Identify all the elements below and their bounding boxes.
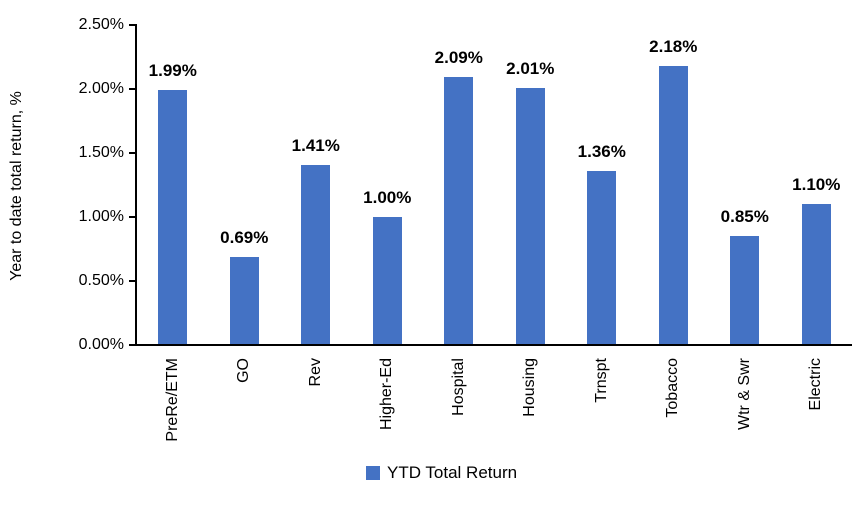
x-category-label: Tobacco	[664, 358, 682, 418]
y-tick-mark	[129, 24, 136, 26]
bar-value-label: 1.41%	[291, 135, 340, 155]
bar-value-label: 1.10%	[792, 175, 841, 195]
bar-Higher-Ed	[372, 217, 402, 346]
x-category-label: Higher-Ed	[378, 358, 396, 431]
y-tick-label: 1.50%	[78, 144, 124, 161]
y-tick-label: 1.00%	[78, 208, 124, 225]
y-tick-label: 0.00%	[78, 336, 124, 353]
y-axis-line	[135, 24, 137, 346]
y-tick-mark	[129, 88, 136, 90]
bar-Housing	[515, 87, 545, 346]
bar-Hospital	[444, 77, 474, 346]
x-category-label: Hospital	[449, 358, 467, 416]
bar-value-label: 1.36%	[577, 141, 626, 161]
bar-Tobacco	[658, 65, 688, 346]
y-tick-label: 0.50%	[78, 272, 124, 289]
x-category-label: Rev	[306, 358, 324, 387]
bar-value-label: 0.69%	[220, 227, 269, 247]
bar-value-label: 1.00%	[363, 188, 412, 207]
x-category-label: Wtr & Swr	[735, 358, 753, 430]
x-category-label: GO	[235, 358, 253, 383]
x-axis-line	[129, 344, 852, 346]
bar-GO	[229, 256, 259, 346]
bar-value-label: 2.18%	[649, 36, 698, 56]
bar-Wtr & Swr	[730, 236, 760, 346]
bar-value-label: 2.01%	[506, 58, 555, 78]
bar-PreRe/ETM	[158, 90, 188, 346]
legend-label: YTD Total Return	[387, 463, 518, 482]
x-category-label: Electric	[807, 358, 825, 411]
bar-Electric	[801, 204, 831, 346]
x-category-label: Housing	[521, 358, 539, 417]
bar-Rev	[301, 164, 331, 346]
bar-Trnspt	[587, 170, 617, 346]
bar-value-label: 0.85%	[720, 207, 769, 227]
y-tick-label: 2.00%	[78, 80, 124, 97]
x-category-label: Trnspt	[592, 358, 610, 403]
y-tick-mark	[129, 152, 136, 154]
legend-swatch-icon	[366, 466, 380, 480]
legend: YTD Total Return	[366, 463, 517, 483]
y-tick-label: 2.50%	[78, 16, 124, 33]
x-category-label: PreRe/ETM	[163, 358, 181, 442]
bar-value-label: 1.99%	[148, 61, 197, 81]
y-tick-mark	[129, 216, 136, 218]
y-tick-mark	[129, 280, 136, 282]
bar-value-label: 2.09%	[434, 48, 483, 68]
y-axis-title: Year to date total return, %	[8, 91, 25, 281]
